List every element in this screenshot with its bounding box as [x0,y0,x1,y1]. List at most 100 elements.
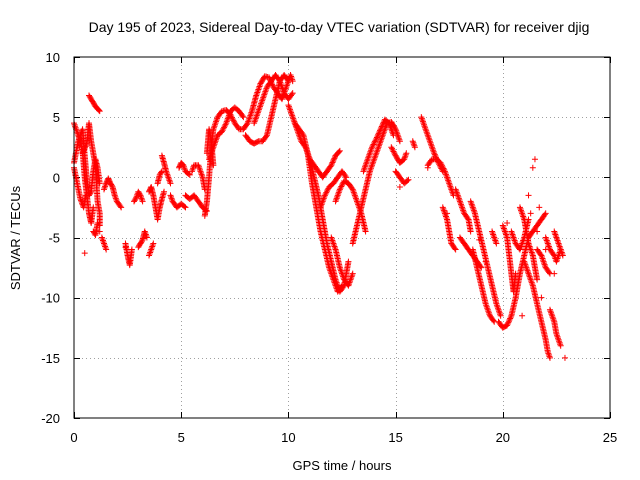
data-point [83,142,90,149]
data-point [321,192,328,199]
data-point [181,203,188,210]
data-point [375,130,382,137]
data-point [87,189,94,196]
data-point [378,123,385,130]
data-point [376,128,383,135]
data-point [82,192,89,199]
data-point [285,78,292,85]
data-point [379,122,386,129]
data-point [330,156,337,163]
data-point [132,195,139,202]
data-point [389,147,396,154]
data-point [380,120,387,127]
x-tick-label: 5 [178,430,185,445]
data-point [464,215,471,222]
data-point [525,192,532,199]
data-point [396,183,403,190]
data-point [150,240,157,247]
data-point [369,142,376,149]
data-point [230,117,237,124]
data-point [505,318,512,325]
x-tick-label: 25 [603,430,617,445]
data-point [342,173,349,180]
data-point [218,128,225,135]
data-point [451,245,458,252]
data-point [322,190,329,197]
data-point [527,210,534,217]
data-point [439,162,446,169]
data-point [507,315,514,322]
data-point [210,162,217,169]
x-axis-label: GPS time / hours [293,458,392,473]
data-point [138,238,145,245]
data-point [323,189,330,196]
data-point [388,144,395,151]
data-point [504,220,511,227]
data-point [329,159,336,166]
data-point [542,210,549,217]
data-point [239,112,246,119]
data-point [432,153,439,160]
y-axis-label: SDTVAR / TECUs [8,185,23,290]
data-point [80,148,87,155]
data-point [531,156,538,163]
data-point [444,210,451,217]
data-points [71,72,568,361]
data-point [161,188,168,195]
data-point [404,177,411,184]
data-point [505,319,512,326]
data-point [331,155,338,162]
data-point [254,138,261,145]
data-point [327,163,334,170]
data-point [411,144,418,151]
data-point [375,131,382,138]
data-point [377,126,384,133]
data-point [339,282,345,289]
data-point [299,131,306,138]
data-point [497,312,504,319]
data-point [490,317,497,324]
data-point [373,134,380,141]
data-point [122,244,129,251]
data-point [221,124,228,131]
data-point [323,188,330,195]
data-point [349,270,356,277]
data-point [96,108,103,115]
data-point [541,211,548,218]
y-tick-label: -10 [41,291,60,306]
data-point [263,133,270,140]
data-point [542,246,549,253]
data-point [493,240,500,247]
data-point [338,283,345,290]
data-point [335,148,342,155]
data-point [389,145,396,152]
data-point [372,137,379,144]
data-point [561,354,568,361]
data-point [405,176,412,183]
data-point [557,342,564,349]
y-tick-label: 10 [46,50,60,65]
data-point [284,76,291,83]
data-point [538,294,545,301]
data-point [504,320,511,327]
plot-frame [73,56,611,419]
data-point [550,251,557,258]
data-point [507,314,514,321]
data-point [336,147,343,154]
chart-title: Day 195 of 2023, Sidereal Day-to-day VTE… [89,19,590,35]
data-point [537,251,544,258]
data-point [391,149,398,156]
data-point [529,164,536,171]
data-point [219,127,226,134]
data-point [289,90,296,97]
y-tick-label: -15 [41,351,60,366]
data-point [376,127,383,134]
data-point [82,143,89,150]
data-point [240,114,247,121]
data-point [396,138,403,145]
data-point [370,141,377,148]
data-point [476,236,483,243]
data-point [410,141,417,148]
data-point [182,204,189,211]
data-point [545,351,552,358]
